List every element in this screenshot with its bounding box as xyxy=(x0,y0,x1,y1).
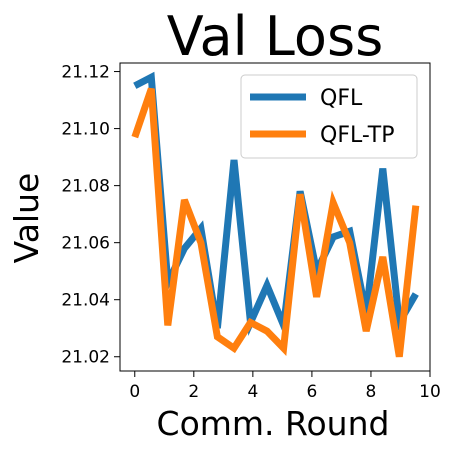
x-axis-label: Comm. Round xyxy=(157,404,390,443)
series-line-qfl-tp xyxy=(131,87,420,358)
x-tick-label: 0 xyxy=(129,382,140,402)
y-axis-label: Value xyxy=(7,173,46,264)
series-layer xyxy=(131,71,420,358)
y-tick-label: 21.02 xyxy=(61,348,110,368)
y-tick-label: 21.06 xyxy=(61,234,110,254)
series-line-qfl xyxy=(133,71,419,339)
y-tick-label: 21.12 xyxy=(61,63,110,83)
x-axis: 0 2 4 6 8 10 xyxy=(129,371,441,402)
y-tick-label: 21.08 xyxy=(61,177,110,197)
legend-label-qfl: QFL xyxy=(320,86,363,111)
x-tick-label: 10 xyxy=(419,382,441,402)
y-axis: 21.02 21.04 21.06 21.08 21.10 21.12 xyxy=(61,63,120,368)
legend: QFL QFL-TP xyxy=(240,74,418,159)
y-tick-label: 21.04 xyxy=(61,291,110,311)
x-tick-label: 2 xyxy=(188,382,199,402)
chart-title: Val Loss xyxy=(167,5,383,68)
legend-label-qfl-tp: QFL-TP xyxy=(320,123,394,148)
y-tick-label: 21.10 xyxy=(61,120,110,140)
x-tick-label: 4 xyxy=(247,382,258,402)
x-tick-label: 6 xyxy=(306,382,317,402)
x-tick-label: 8 xyxy=(366,382,377,402)
